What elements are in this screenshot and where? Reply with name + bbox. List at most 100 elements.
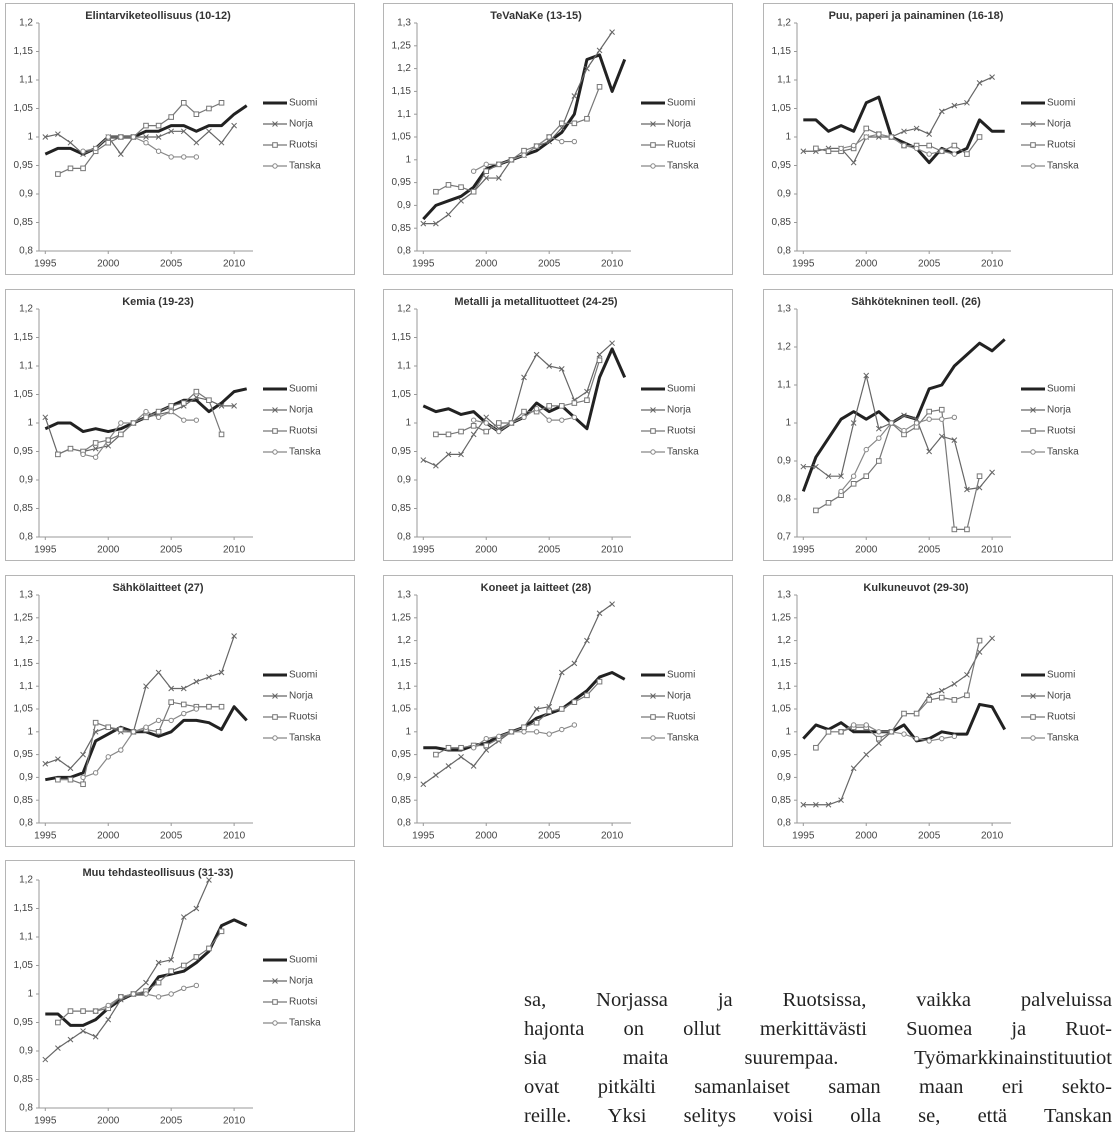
y-tick-label: 1,15 xyxy=(14,332,34,343)
point-marker xyxy=(445,211,452,218)
y-tick-label: 1 xyxy=(27,418,33,429)
y-tick-label: 1,05 xyxy=(14,103,34,114)
legend-label: Tanska xyxy=(1047,447,1079,458)
point-marker xyxy=(42,134,49,140)
point-marker xyxy=(55,1019,61,1026)
chart-title: Kemia (19-23) xyxy=(122,296,194,308)
x-tick-label: 2000 xyxy=(475,545,498,556)
y-tick-label: 1,05 xyxy=(14,704,34,715)
point-marker xyxy=(168,114,174,120)
y-tick-label: 1,2 xyxy=(777,18,791,29)
point-marker xyxy=(976,79,983,86)
point-marker xyxy=(117,151,124,157)
x-tick-label: 2000 xyxy=(97,545,120,556)
point-marker xyxy=(609,29,615,35)
y-tick-label: 1,3 xyxy=(397,590,411,601)
y-tick-label: 0,9 xyxy=(19,475,33,486)
point-marker xyxy=(118,747,124,753)
point-marker xyxy=(143,683,149,690)
point-marker xyxy=(926,131,933,138)
y-tick-label: 1,05 xyxy=(772,103,792,114)
point-marker xyxy=(951,151,958,157)
x-tick-label: 2010 xyxy=(981,545,1004,556)
point-marker xyxy=(964,526,970,533)
point-marker xyxy=(105,754,111,760)
point-marker xyxy=(105,724,112,731)
chart-panel: 0,8 0,85 0,9 0,95 1 1,05 1,1 1,15 1,2 1,25 1,3 1995… xyxy=(763,575,1113,847)
point-marker xyxy=(609,601,615,607)
point-marker xyxy=(989,469,995,476)
series-line xyxy=(840,416,955,492)
point-marker xyxy=(155,134,162,140)
point-marker xyxy=(483,420,489,426)
y-tick-label: 0,85 xyxy=(14,795,34,806)
y-tick-label: 0,85 xyxy=(14,217,34,228)
series-line xyxy=(44,104,248,156)
point-marker xyxy=(193,139,200,146)
point-marker xyxy=(913,145,920,152)
point-marker xyxy=(218,139,225,146)
series-line xyxy=(45,635,235,769)
legend-label: Ruotsi xyxy=(667,140,695,151)
point-marker xyxy=(813,801,819,808)
point-marker xyxy=(155,717,162,724)
y-tick-label: 0,95 xyxy=(14,749,34,760)
chart-panel: 0,8 0,85 0,9 0,95 1 1,05 1,1 1,15 1,2 1995 2000 200… xyxy=(5,289,355,561)
x-tick-label: 2000 xyxy=(97,1116,120,1127)
y-tick-label: 0,9 xyxy=(397,475,411,486)
point-marker xyxy=(901,427,907,434)
point-marker xyxy=(180,128,187,135)
y-tick-label: 0,9 xyxy=(397,772,411,783)
point-marker xyxy=(926,448,933,455)
panel-frame xyxy=(383,3,733,275)
chart-panel: 0,8 0,85 0,9 0,95 1 1,05 1,1 1,15 1,2 1995 2000 200… xyxy=(5,3,355,275)
point-marker xyxy=(55,756,61,763)
point-marker xyxy=(92,145,99,152)
point-marker xyxy=(521,152,527,158)
legend-label: Norja xyxy=(289,119,313,130)
series-line xyxy=(840,133,955,155)
legend-marker xyxy=(650,163,656,169)
y-tick-label: 0,9 xyxy=(777,189,791,200)
point-marker xyxy=(496,420,502,426)
point-marker xyxy=(901,412,907,419)
point-marker xyxy=(964,692,970,699)
point-marker xyxy=(105,437,111,443)
point-marker xyxy=(143,122,149,129)
point-marker xyxy=(964,99,970,106)
x-tick-label: 2010 xyxy=(601,545,624,556)
point-marker xyxy=(193,111,200,118)
x-tick-label: 1995 xyxy=(34,831,57,842)
point-marker xyxy=(813,463,819,470)
point-marker xyxy=(445,431,452,438)
point-marker xyxy=(976,134,983,140)
y-tick-label: 0,85 xyxy=(772,217,792,228)
text-line: hajonta on ollut merkittävästi Suomea ja… xyxy=(524,1018,1112,1040)
x-tick-label: 1995 xyxy=(412,259,435,270)
point-marker xyxy=(901,128,907,135)
point-marker xyxy=(546,403,552,409)
point-marker xyxy=(206,105,212,112)
point-marker xyxy=(825,500,832,506)
point-marker xyxy=(951,142,958,149)
point-marker xyxy=(863,372,870,379)
point-marker xyxy=(546,703,553,710)
legend-label: Ruotsi xyxy=(667,712,695,723)
point-marker xyxy=(609,340,615,347)
y-tick-label: 0,85 xyxy=(392,223,412,234)
point-marker xyxy=(571,93,578,99)
point-marker xyxy=(926,738,932,744)
legend-marker xyxy=(1030,449,1036,455)
point-marker xyxy=(180,100,187,106)
point-marker xyxy=(193,706,200,712)
y-tick-label: 1,1 xyxy=(397,681,411,692)
y-tick-label: 1,1 xyxy=(777,75,791,86)
y-tick-label: 0,95 xyxy=(392,749,412,760)
point-marker xyxy=(508,729,515,735)
x-tick-label: 1995 xyxy=(34,259,57,270)
x-tick-label: 2010 xyxy=(223,831,246,842)
y-tick-label: 0,85 xyxy=(772,795,792,806)
y-tick-label: 1,15 xyxy=(392,86,412,97)
point-marker xyxy=(584,115,590,122)
point-marker xyxy=(508,420,515,426)
